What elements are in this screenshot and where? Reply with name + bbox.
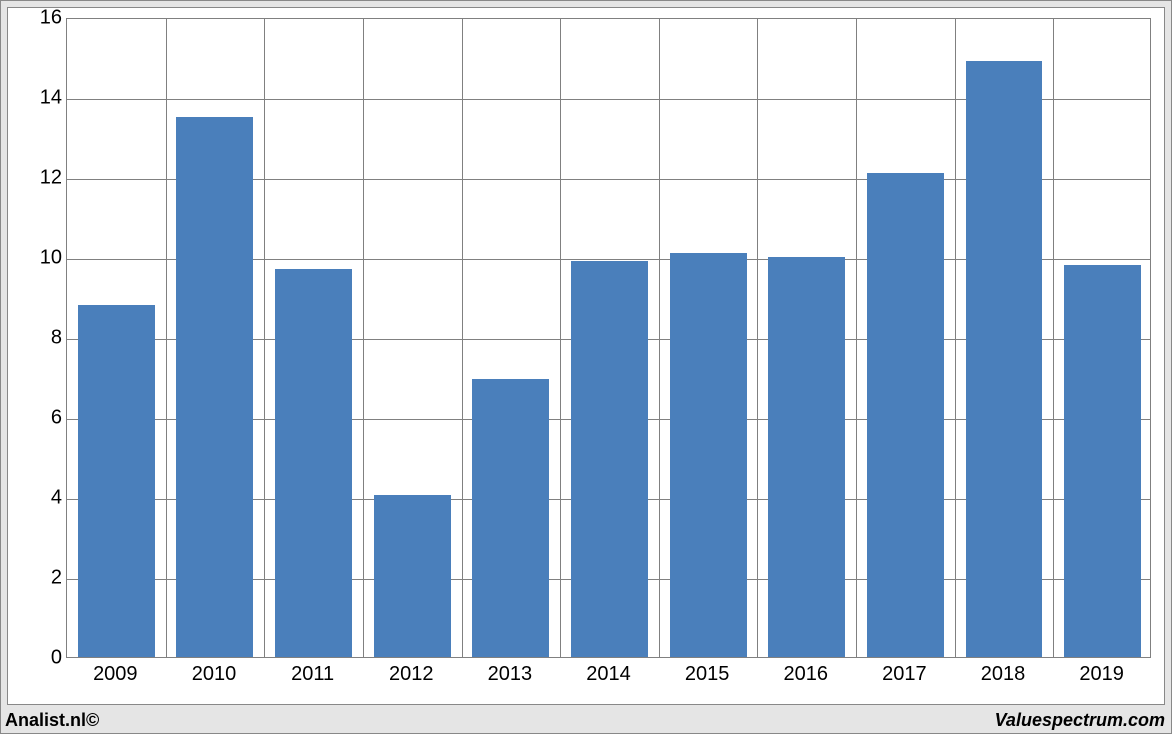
x-tick-label: 2011 <box>291 663 334 686</box>
x-tick-label: 2019 <box>1079 663 1124 686</box>
x-tick-label: 2009 <box>93 663 138 686</box>
outer-frame: 0 2 4 6 8 10 12 14 16 2009 2010 2011 2012 2013 2014 201… <box>0 0 1172 734</box>
bar-2013 <box>472 379 549 657</box>
y-tick-label: 16 <box>22 7 62 30</box>
bar-2019 <box>1064 265 1141 657</box>
gridline-v <box>264 19 265 657</box>
x-tick-label: 2015 <box>685 663 730 686</box>
bar-2017 <box>867 173 944 657</box>
y-tick-label: 8 <box>22 327 62 350</box>
gridline-v <box>166 19 167 657</box>
gridline-v <box>659 19 660 657</box>
footer-left: Analist.nl© <box>5 710 99 731</box>
x-tick-label: 2013 <box>488 663 533 686</box>
gridline-v <box>363 19 364 657</box>
x-tick-label: 2014 <box>586 663 631 686</box>
bar-2010 <box>176 117 253 657</box>
y-tick-label: 4 <box>22 487 62 510</box>
bar-2015 <box>670 253 747 657</box>
bar-2009 <box>78 305 155 657</box>
y-tick-label: 10 <box>22 247 62 270</box>
gridline-v <box>1053 19 1054 657</box>
x-tick-label: 2016 <box>784 663 829 686</box>
y-tick-label: 12 <box>22 167 62 190</box>
bar-2014 <box>571 261 648 657</box>
x-tick-label: 2012 <box>389 663 434 686</box>
bar-2012 <box>374 495 451 657</box>
gridline-v <box>757 19 758 657</box>
y-tick-label: 6 <box>22 407 62 430</box>
bar-2011 <box>275 269 352 657</box>
gridline-v <box>462 19 463 657</box>
plot-area <box>66 18 1151 658</box>
gridline-v <box>856 19 857 657</box>
x-tick-label: 2018 <box>981 663 1026 686</box>
footer-right: Valuespectrum.com <box>995 710 1165 731</box>
gridline-v <box>955 19 956 657</box>
y-tick-label: 0 <box>22 647 62 670</box>
x-tick-label: 2017 <box>882 663 927 686</box>
chart-frame: 0 2 4 6 8 10 12 14 16 2009 2010 2011 2012 2013 2014 201… <box>7 7 1165 705</box>
gridline-v <box>560 19 561 657</box>
y-tick-label: 2 <box>22 567 62 590</box>
x-tick-label: 2010 <box>192 663 237 686</box>
bar-2016 <box>768 257 845 657</box>
y-tick-label: 14 <box>22 87 62 110</box>
bar-2018 <box>966 61 1043 657</box>
